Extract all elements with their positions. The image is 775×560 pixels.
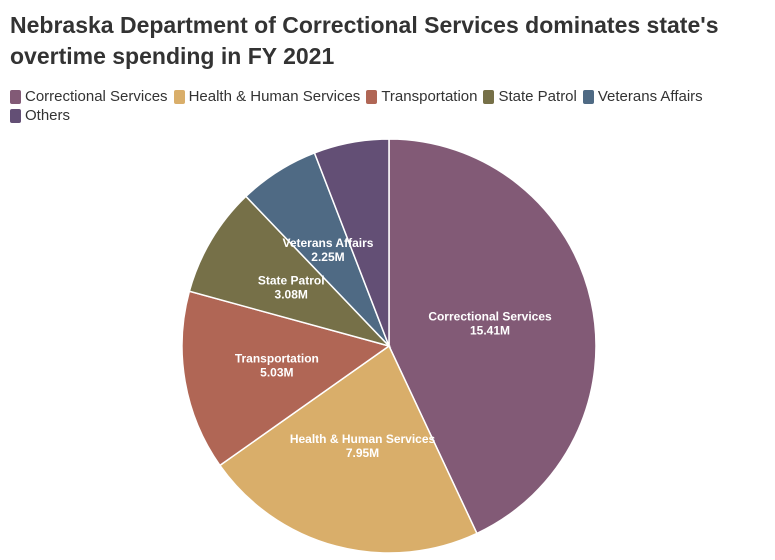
legend-item-transportation: Transportation <box>366 87 477 106</box>
legend-item-state-patrol: State Patrol <box>483 87 577 106</box>
chart-title: Nebraska Department of Correctional Serv… <box>10 12 719 69</box>
slice-label-health-and-human-services: Health & Human Services <box>290 432 436 446</box>
pie-slices <box>181 138 597 554</box>
legend-label: Others <box>25 107 71 124</box>
legend-label: Veterans Affairs <box>597 88 703 105</box>
pie-slice-state-patrol <box>188 195 392 348</box>
legend-label: State Patrol <box>498 88 577 105</box>
pie-slice-health-and-human-services <box>218 344 478 554</box>
slice-value-transportation: 5.03M <box>260 366 293 380</box>
slice-value-state-patrol: 3.08M <box>275 288 308 302</box>
legend-swatch <box>10 108 21 123</box>
slice-value-health-and-human-services: 7.95M <box>346 446 379 460</box>
slice-label-veterans-affairs: Veterans Affairs <box>283 236 374 250</box>
legend-item-correctional-services: Correctional Services <box>10 87 168 106</box>
slice-value-veterans-affairs: 2.25M <box>311 250 344 264</box>
slice-label-state-patrol: State Patrol <box>258 274 325 288</box>
slice-value-correctional-services: 15.41M <box>470 323 510 337</box>
slice-label-transportation: Transportation <box>235 352 319 366</box>
legend: Correctional Services Health & Human Serv… <box>10 87 750 125</box>
pie-slice-transportation <box>181 290 391 467</box>
pie-slice-others <box>313 138 390 347</box>
legend-item-health-and-human-services: Health & Human Services <box>173 87 361 106</box>
legend-label: Transportation <box>381 88 478 105</box>
legend-label: Correctional Services <box>25 88 168 105</box>
legend-swatch <box>582 89 594 104</box>
legend-swatch <box>366 89 378 104</box>
legend-item-others: Others <box>10 106 70 125</box>
pie-slice-correctional-services <box>388 138 597 535</box>
legend-swatch <box>173 89 185 104</box>
legend-label: Health & Human Services <box>188 88 361 105</box>
legend-swatch <box>10 89 21 104</box>
slice-label-correctional-services: Correctional Services <box>428 309 552 323</box>
legend-swatch <box>483 89 495 104</box>
legend-item-veterans-affairs: Veterans Affairs <box>582 87 703 106</box>
